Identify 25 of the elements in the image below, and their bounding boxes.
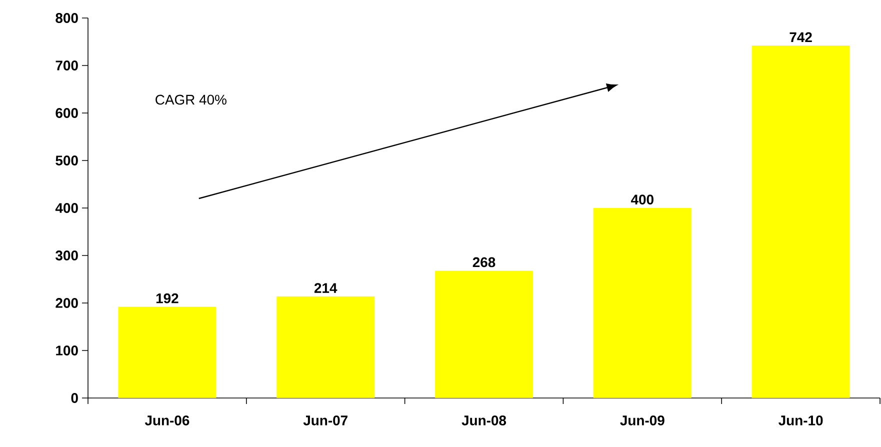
bar	[593, 208, 692, 398]
x-tick-label: Jun-06	[144, 416, 190, 426]
bar	[435, 270, 534, 398]
data-label: 742	[790, 32, 812, 42]
y-tick-label: 800	[56, 13, 78, 23]
y-tick-label: 400	[55, 203, 78, 213]
y-tick-label: 200	[56, 298, 78, 308]
bar	[118, 306, 216, 398]
y-tick-label: 300	[56, 250, 78, 260]
annotation: CAGR 40%	[156, 94, 226, 105]
y-tick-label: 0	[71, 393, 78, 403]
y-tick-label: 600	[56, 108, 78, 118]
y-tick-label: 700	[56, 60, 78, 70]
data-label: 192	[156, 293, 178, 304]
x-tick-label: Jun-09	[620, 416, 664, 426]
x-tick-label: Jun-08	[462, 416, 506, 426]
x-tick-label: Jun-07	[303, 416, 348, 426]
x-tick-label: Jun-10	[778, 416, 823, 426]
data-label: 400	[630, 194, 654, 204]
data-label: 268	[472, 257, 496, 268]
y-tick-label: 100	[56, 346, 78, 356]
data-label: 214	[314, 283, 338, 293]
y-tick-label: 500	[56, 156, 78, 166]
bar	[276, 296, 375, 398]
bar	[752, 46, 850, 398]
